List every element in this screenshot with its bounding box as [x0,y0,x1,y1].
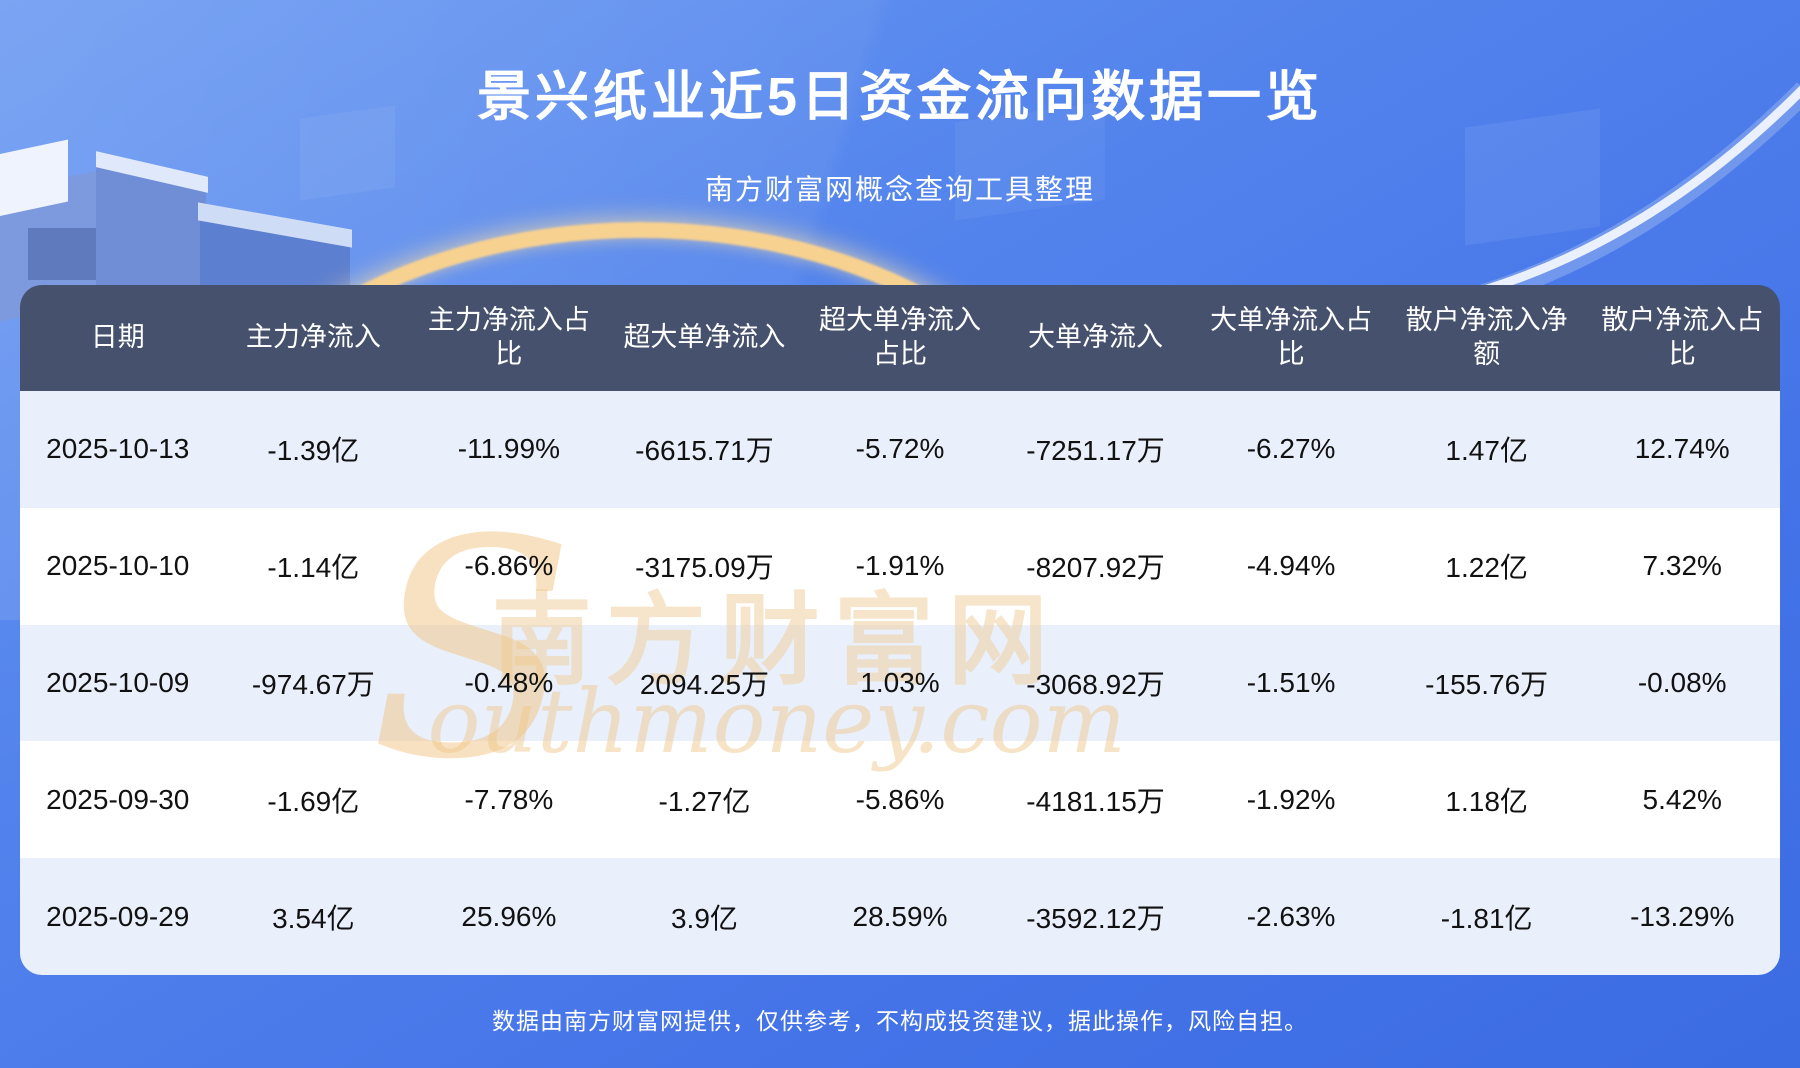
table-cell: -1.91% [855,550,945,582]
table-cell: 5.42% [1642,783,1722,815]
table-cell: 1.18亿 [1445,785,1528,817]
table-cell: -2.63% [1246,900,1336,932]
fund-flow-table: 日期 主力净流入 主力净流入占比 超大单净流入 超大单净流入占比 大单净流入 大单净流入占比… [20,285,1780,975]
table-cell: -1.92% [1246,783,1336,815]
table-cell: 25.96% [461,900,557,932]
table-cell: -5.72% [855,433,945,465]
table-cell: 2025-10-09 [46,666,190,698]
table-row: 2025-10-13 -1.39亿 -11.99% -6615.71万 -5.72% -7… [20,391,1780,508]
building-illustration [0,120,600,336]
table-cell: -1.51% [1246,666,1336,698]
table-body: S 南方财富网 outhmoney.com 2025-10-13 -1.39亿 -1… [20,391,1780,975]
table-cell: -3592.12万 [1026,902,1165,934]
table-cell: 2094.25万 [639,668,770,700]
table-cell: -1.27亿 [658,785,751,817]
table-cell: 3.9亿 [670,902,738,934]
table-cell: -4.94% [1246,550,1336,582]
table-row: 2025-09-30 -1.69亿 -7.78% -1.27亿 -5.86% -4181.… [20,741,1780,859]
table-cell: 2025-09-29 [46,900,190,932]
column-header: 散户净流入净额 [1405,305,1568,369]
table-cell: 1.47亿 [1445,435,1528,467]
table-cell: 2025-10-13 [46,433,190,465]
column-header: 散户净流入占比 [1601,305,1764,369]
column-header: 大单净流入 [1028,322,1164,353]
table-cell: -3175.09万 [635,552,774,584]
column-header: 主力净流入 [245,322,381,353]
page-subtitle: 南方财富网概念查询工具整理 [704,174,1095,205]
table-row: 2025-09-29 3.54亿 25.96% 3.9亿 28.59% -3592.12万… [20,858,1780,975]
table-cell: -0.48% [464,666,554,698]
table-cell: 28.59% [852,900,948,932]
column-header: 主力净流入占比 [427,305,590,369]
column-header: 日期 [90,322,145,353]
table-cell: 2025-10-10 [46,550,190,582]
table-row: 2025-10-10 -1.14亿 -6.86% -3175.09万 -1.91% -82… [20,507,1780,625]
table-cell: -1.14亿 [267,552,360,584]
column-header: 超大单净流入占比 [818,305,981,369]
table-cell: -7251.17万 [1026,435,1165,467]
table-cell: -11.99% [457,433,560,465]
table-cell: -974.67万 [251,668,375,700]
column-header: 超大单净流入 [623,322,786,353]
table-cell: -3068.92万 [1026,668,1165,700]
table-cell: -0.08% [1637,666,1727,698]
table-cell: 2025-09-30 [46,783,190,815]
table-cell: -6615.71万 [635,435,774,467]
table-cell: -1.69亿 [267,785,360,817]
page-title: 景兴纸业近5日资金流向数据一览 [476,67,1324,127]
table-cell: -155.76万 [1425,668,1549,700]
table-header-row: 日期 主力净流入 主力净流入占比 超大单净流入 超大单净流入占比 大单净流入 大单净流入占比… [20,285,1780,391]
table-cell: 1.22亿 [1445,552,1528,584]
table-cell: -13.29% [1630,900,1735,932]
table-cell: -5.86% [855,783,945,815]
table-cell: -1.39亿 [267,435,360,467]
table-cell: 3.54亿 [272,902,355,934]
table-cell: 1.03% [860,666,940,698]
table-cell: -7.78% [464,783,554,815]
table-cell: -1.81亿 [1440,902,1533,934]
column-header: 大单净流入占比 [1210,305,1373,369]
table-row: 2025-10-09 -974.67万 -0.48% 2094.25万 1.03% -30… [20,624,1780,742]
disclaimer-text: 数据由南方财富网提供，仅供参考，不构成投资建议，据此操作，风险自担。 [492,1008,1308,1034]
table-cell: 7.32% [1642,550,1722,582]
table-cell: 12.74% [1634,433,1730,465]
table-cell: -6.86% [464,550,554,582]
table-cell: -4181.15万 [1026,785,1165,817]
table-cell: -8207.92万 [1026,552,1165,584]
table-cell: -6.27% [1246,433,1336,465]
